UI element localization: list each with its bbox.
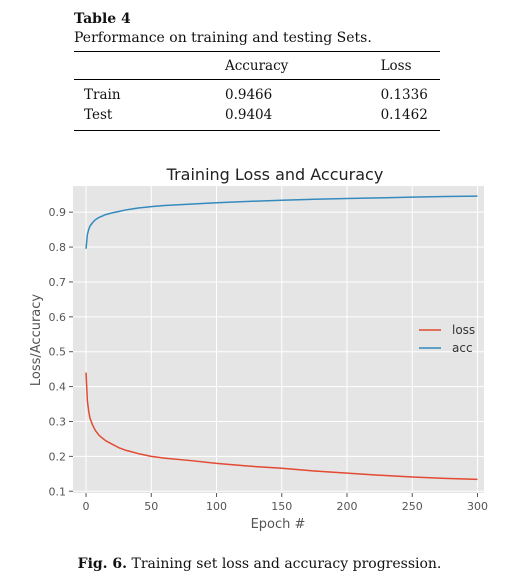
header-cell-accuracy: Accuracy: [225, 57, 289, 74]
y-tick-label: 0.8: [49, 241, 67, 254]
y-tick-label: 0.7: [49, 276, 67, 289]
row-loss-cell: 0.1336: [380, 87, 428, 103]
x-tick-label: 150: [271, 500, 292, 513]
row-name-cell: Train: [84, 87, 121, 103]
table-header-row: Accuracy Loss: [74, 51, 440, 80]
results-table-block: Table 4 Performance on training and test…: [74, 10, 440, 131]
legend-label-loss: loss: [452, 323, 475, 337]
row-name-cell: Test: [84, 107, 113, 123]
performance-table: Accuracy Loss Train 0.9466 0.1336 Test 0…: [74, 51, 440, 131]
figure-caption-text: Training set loss and accuracy progressi…: [131, 556, 442, 572]
y-tick-label: 0.5: [49, 346, 67, 359]
training-chart: Training Loss and Accuracy 0 50 100 150 200 2…: [29, 165, 488, 532]
y-tick-label: 0.9: [49, 206, 67, 219]
chart-legend: loss acc: [419, 323, 475, 355]
table-label: Table 4: [74, 11, 131, 27]
y-tick-label: 0.1: [49, 485, 67, 498]
x-axis-label: Epoch #: [251, 517, 306, 532]
x-tick-label: 50: [144, 500, 158, 513]
figure-label: Fig. 6.: [77, 556, 128, 572]
series-layer: [85, 195, 478, 481]
series-line-acc: [85, 195, 478, 249]
x-tick-label: 300: [467, 500, 488, 513]
table-row: Test 0.9404 0.1462: [74, 105, 440, 131]
y-axis-label: Loss/Accuracy: [29, 294, 44, 387]
y-tick-label: 0.4: [49, 381, 67, 394]
figure-caption: Fig. 6. Training set loss and accuracy p…: [0, 555, 519, 573]
x-tick-label: 0: [83, 500, 90, 513]
plot-area: [73, 186, 484, 493]
table-caption: Performance on training and testing Sets…: [74, 30, 372, 46]
x-tick-label: 250: [402, 500, 423, 513]
legend-label-acc: acc: [452, 341, 473, 355]
header-cell-loss: Loss: [380, 57, 412, 74]
row-accuracy-cell: 0.9404: [225, 107, 273, 123]
table-row: Train 0.9466 0.1336: [74, 80, 440, 106]
row-loss-cell: 0.1462: [380, 107, 428, 123]
x-tick-label: 200: [337, 500, 358, 513]
axis-ticks: 0 50 100 150 200 250 300 0.1 0.2 0.3 0.4 0.5 0.6 0.7 0…: [49, 206, 488, 513]
series-line-loss: [85, 372, 478, 481]
y-tick-label: 0.6: [49, 311, 67, 324]
x-tick-label: 100: [206, 500, 227, 513]
chart-title: Training Loss and Accuracy: [166, 165, 384, 184]
y-tick-label: 0.2: [49, 450, 67, 463]
grid-lines: [73, 186, 484, 493]
row-accuracy-cell: 0.9466: [225, 87, 273, 103]
y-tick-label: 0.3: [49, 415, 67, 428]
